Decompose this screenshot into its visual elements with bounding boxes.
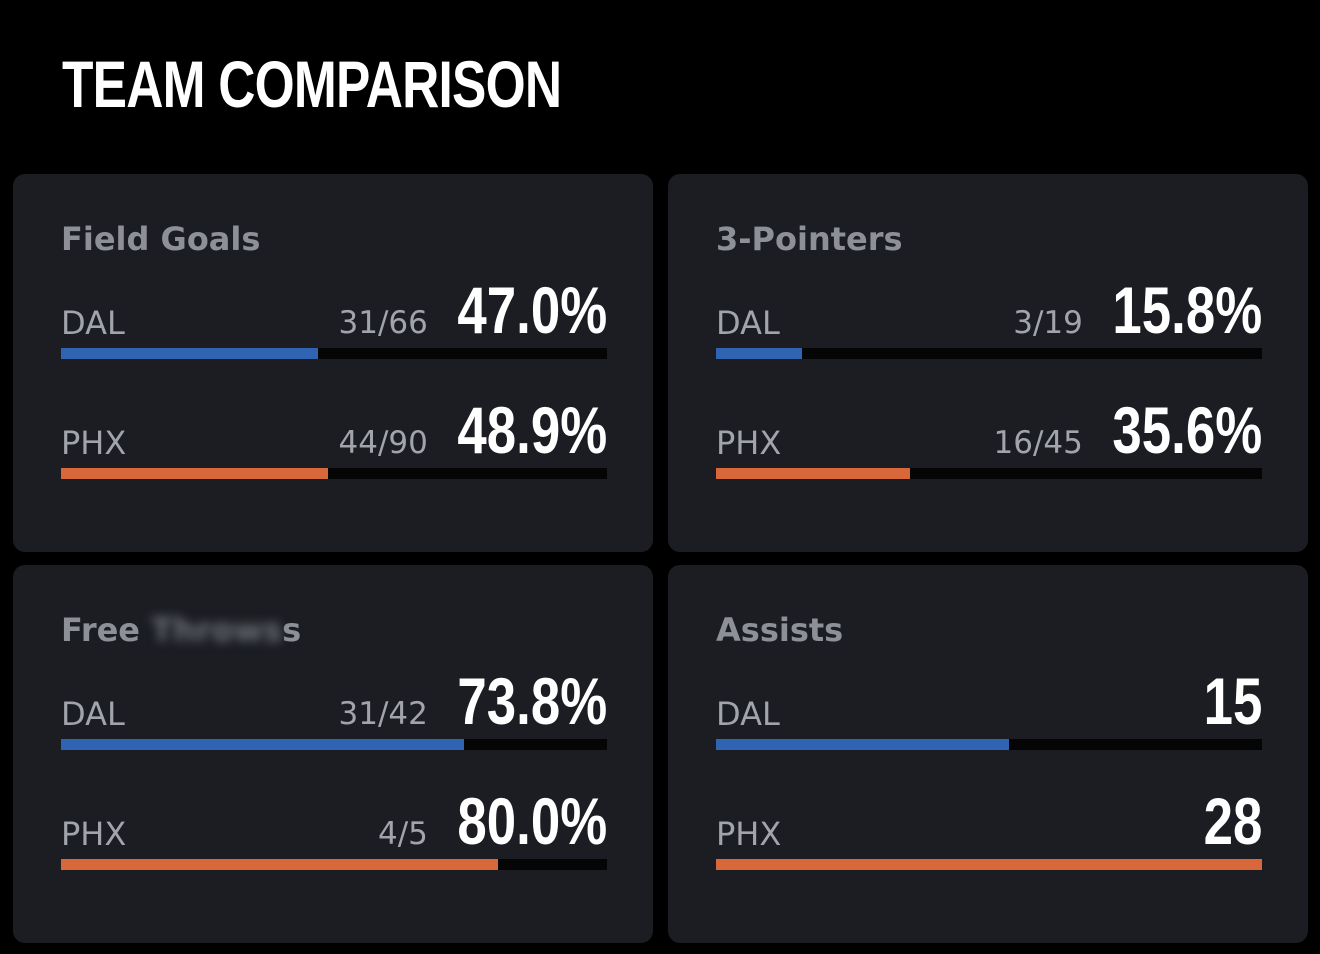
- phx-bar-fill: [61, 859, 498, 870]
- made-attempted: 31/42: [338, 696, 428, 732]
- made-attempted: 44/90: [338, 425, 428, 461]
- page-title: TEAM COMPARISON: [62, 47, 562, 121]
- phx-bar-fill: [716, 859, 1262, 870]
- phx-bar-fill: [716, 468, 911, 479]
- stat-values: 31/66 47.0%: [338, 273, 607, 347]
- team-label: DAL: [716, 695, 780, 733]
- bar-track: [716, 859, 1262, 870]
- stat-value: 15: [1203, 664, 1262, 738]
- stat-values: 4/5 80.0%: [377, 784, 607, 858]
- stat-title: Assists: [716, 611, 844, 649]
- bar-track: [716, 468, 1262, 479]
- dal-bar-fill: [716, 348, 803, 359]
- dal-row: DAL 15: [716, 668, 1262, 750]
- stat-title-blurred: Throws: [151, 611, 283, 649]
- dal-bar-fill: [61, 739, 464, 750]
- stat-value: 47.0%: [457, 273, 607, 347]
- made-attempted: 4/5: [377, 816, 428, 852]
- bar-track: [61, 739, 607, 750]
- stat-value: 35.6%: [1112, 393, 1262, 467]
- made-attempted: 3/19: [1013, 305, 1083, 341]
- team-label: DAL: [61, 695, 125, 733]
- team-label: DAL: [61, 304, 125, 342]
- assists-card: Assists DAL 15 PHX 28: [668, 565, 1308, 943]
- stat-title: 3-Pointers: [716, 220, 903, 258]
- bar-track: [716, 739, 1262, 750]
- stat-value: 15.8%: [1112, 273, 1262, 347]
- bar-track: [716, 348, 1262, 359]
- stat-values: 15: [1203, 668, 1262, 734]
- stat-value: 28: [1203, 784, 1262, 858]
- team-label: PHX: [716, 815, 782, 853]
- team-label: PHX: [61, 424, 127, 462]
- phx-bar-fill: [61, 468, 328, 479]
- stat-title-tail: s: [282, 611, 302, 649]
- bar-track: [61, 859, 607, 870]
- phx-row: PHX 16/45 35.6%: [716, 393, 1262, 479]
- team-label: DAL: [716, 304, 780, 342]
- stat-title: Field Goals: [61, 220, 261, 258]
- stat-title: Free Throwss: [61, 611, 301, 649]
- free-throws-card: Free Throwss DAL 31/42 73.8% PHX 4/5 80.…: [13, 565, 653, 943]
- stat-values: 31/42 73.8%: [338, 664, 607, 738]
- stat-title-visible: Free: [61, 611, 140, 649]
- stat-value: 48.9%: [457, 393, 607, 467]
- phx-row: PHX 28: [716, 788, 1262, 870]
- phx-row: PHX 44/90 48.9%: [61, 393, 607, 479]
- made-attempted: 31/66: [338, 305, 428, 341]
- stat-values: 16/45 35.6%: [993, 393, 1262, 467]
- dal-row: DAL 3/19 15.8%: [716, 273, 1262, 359]
- three-pointers-card: 3-Pointers DAL 3/19 15.8% PHX 16/45 35.6…: [668, 174, 1308, 552]
- team-label: PHX: [61, 815, 127, 853]
- field-goals-card: Field Goals DAL 31/66 47.0% PHX 44/90 48…: [13, 174, 653, 552]
- dal-row: DAL 31/42 73.8%: [61, 664, 607, 750]
- bar-track: [61, 348, 607, 359]
- dal-bar-fill: [716, 739, 1009, 750]
- stat-values: 28: [1203, 788, 1262, 854]
- dal-row: DAL 31/66 47.0%: [61, 273, 607, 359]
- stat-values: 44/90 48.9%: [338, 393, 607, 467]
- made-attempted: 16/45: [993, 425, 1083, 461]
- bar-track: [61, 468, 607, 479]
- phx-row: PHX 4/5 80.0%: [61, 784, 607, 870]
- stat-values: 3/19 15.8%: [1013, 273, 1262, 347]
- stat-value: 80.0%: [457, 784, 607, 858]
- dal-bar-fill: [61, 348, 318, 359]
- stat-value: 73.8%: [457, 664, 607, 738]
- team-label: PHX: [716, 424, 782, 462]
